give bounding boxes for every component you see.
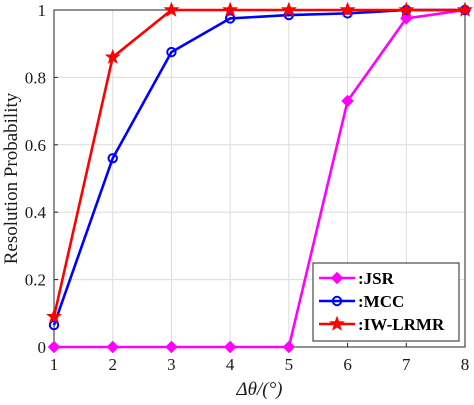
series-iw-lrmr (46, 1, 473, 324)
series-line-iw-lrmr (52, 8, 465, 317)
legend-label-jsr: :JSR (358, 269, 395, 288)
data-point-jsr (106, 340, 119, 354)
x-tick-label: 6 (343, 355, 352, 374)
x-tick-label: 3 (167, 355, 176, 374)
legend-marker-jsr (330, 271, 344, 285)
legend-entry-jsr: :JSR (319, 269, 395, 288)
data-point-iw-lrmr (457, 1, 473, 17)
legend-label-mcc: :MCC (358, 292, 404, 311)
data-point-mcc (107, 153, 118, 164)
data-point-jsr (223, 340, 237, 354)
legend: :JSR :MCC :IW-LRMR (312, 262, 460, 342)
data-point-mcc (224, 13, 236, 24)
data-point-iw-lrmr (163, 1, 180, 17)
data-point-iw-lrmr (46, 308, 62, 324)
x-tick-label: 5 (285, 355, 294, 374)
x-tick-label: 1 (50, 355, 59, 374)
x-tick-label: 7 (402, 355, 411, 374)
legend-marker-mcc (331, 295, 343, 307)
axis-ticks: 1 2 3 4 5 6 7 8 0 0.2 0.4 0.6 0.8 1 (25, 1, 470, 374)
data-point-jsr (165, 340, 178, 354)
series-layer (46, 1, 473, 354)
y-axis-label: Resolution Probability (1, 92, 22, 264)
legend-label-iw-lrmr: :IW-LRMR (358, 315, 445, 334)
data-point-iw-lrmr (398, 1, 415, 17)
legend-entry-iw-lrmr: :IW-LRMR (319, 315, 445, 334)
y-tick-label: 0.4 (25, 203, 47, 222)
data-point-jsr (341, 94, 354, 108)
data-point-mcc (166, 46, 177, 58)
y-tick-label: 0.2 (25, 271, 46, 290)
data-point-jsr (400, 12, 413, 25)
x-tick-label: 4 (226, 355, 235, 374)
data-point-iw-lrmr (280, 1, 297, 17)
data-point-mcc (48, 319, 60, 331)
x-tick-label: 2 (108, 355, 117, 374)
data-point-iw-lrmr (222, 1, 239, 17)
legend-entry-mcc: :MCC (319, 292, 404, 311)
data-point-iw-lrmr (339, 1, 356, 17)
legend-marker-iw-lrmr (329, 315, 345, 331)
y-tick-label: 0 (38, 338, 47, 357)
y-tick-label: 1 (38, 1, 47, 20)
data-point-jsr (282, 340, 296, 354)
x-axis-label: Δθ/(°) (235, 379, 282, 400)
series-line-jsr (54, 8, 466, 349)
data-point-iw-lrmr (104, 48, 121, 64)
y-tick-label: 0.8 (25, 68, 46, 87)
data-point-jsr (47, 340, 61, 354)
y-tick-label: 0.6 (25, 136, 46, 155)
x-tick-label: 8 (461, 355, 470, 374)
